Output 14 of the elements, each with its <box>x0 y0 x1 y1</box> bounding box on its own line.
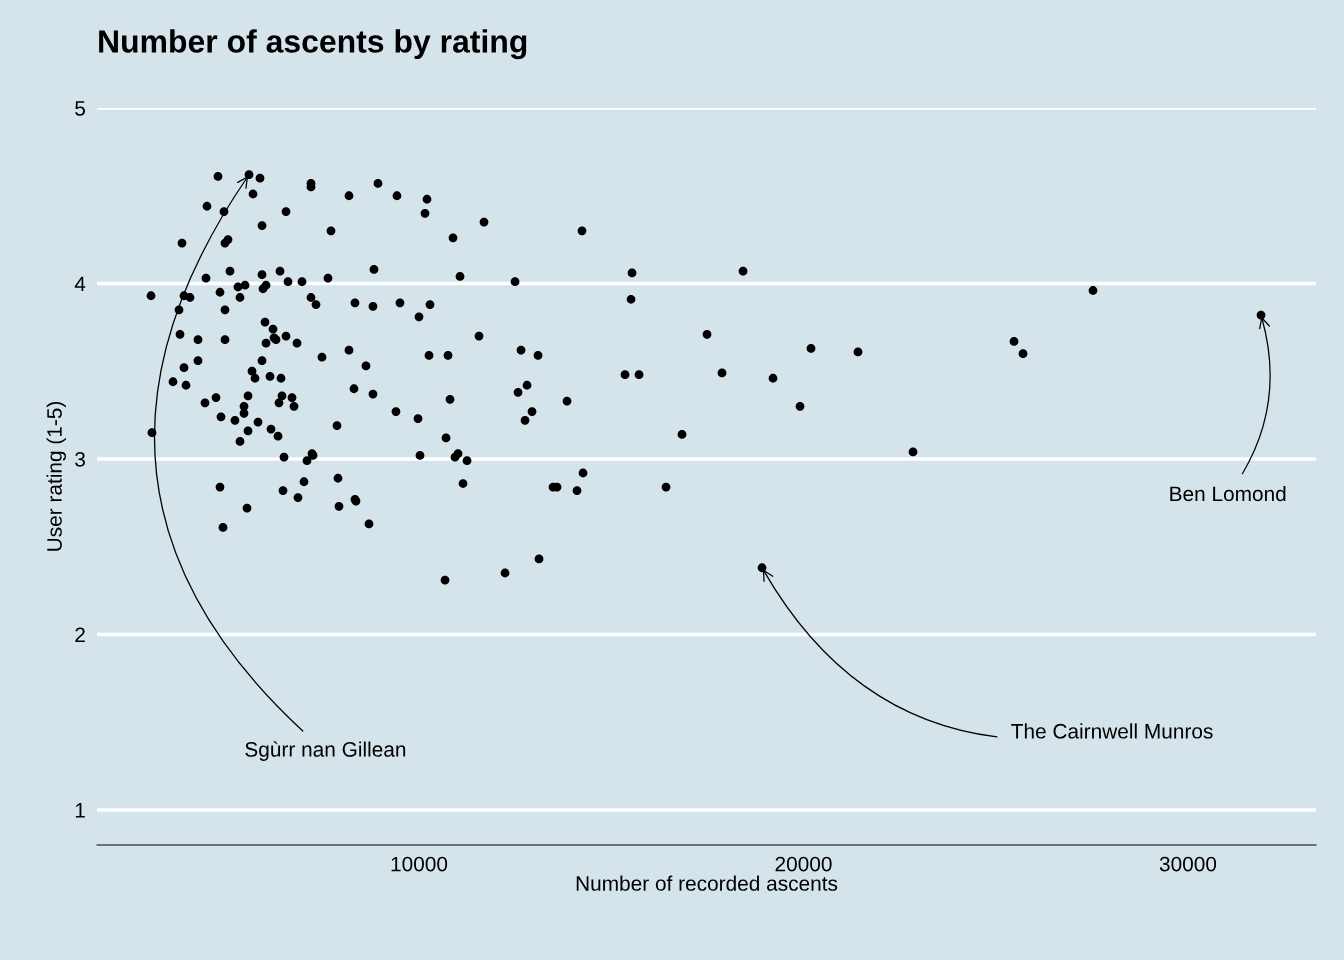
y-tick-label: 5 <box>75 101 86 116</box>
y-tick-label: 1 <box>75 803 85 818</box>
x-tick-label: 30000 <box>1159 856 1217 872</box>
annotation: Ben Lomond <box>1170 485 1286 502</box>
chart-title: Number of ascents by rating <box>99 29 527 60</box>
annotation: The Cairnwell Munros <box>1011 723 1213 739</box>
x-tick-label: 20000 <box>775 856 832 872</box>
y-tick-label: 3 <box>75 451 85 467</box>
x-tick-label: 10000 <box>391 856 448 872</box>
y-tick-label: 4 <box>74 276 86 292</box>
x-axis-title: Number of recorded ascents <box>576 875 838 891</box>
annotation: Sgùrr nan Gillean <box>245 741 406 761</box>
y-tick-label: 2 <box>75 627 85 642</box>
y-axis-title: User rating (1-5) <box>46 401 66 551</box>
